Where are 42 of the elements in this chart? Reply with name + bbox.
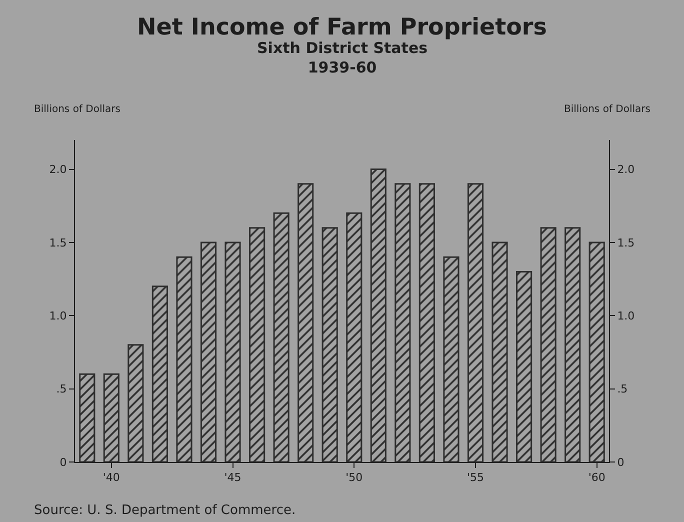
bar: [128, 344, 144, 462]
bar: [370, 168, 386, 462]
x-tick-label: '60: [588, 471, 606, 484]
x-tick-label: '55: [466, 471, 484, 484]
bar: [176, 256, 192, 462]
bar: [200, 242, 217, 462]
y2-axis-title: Billions of Dollars: [564, 104, 650, 115]
bar: [443, 256, 460, 462]
x-tick-label: '50: [346, 471, 363, 484]
bar: [273, 212, 290, 462]
y-tick-label: .5: [56, 382, 67, 396]
bar: [564, 227, 581, 462]
x-tick-label: '45: [224, 471, 242, 484]
y-tick-label: 2.0: [49, 163, 67, 176]
chart-subtitle: Sixth District States 1939-60: [257, 39, 428, 76]
bar: [152, 286, 168, 462]
bar: [394, 183, 411, 462]
y-tick-label: 1.5: [49, 236, 67, 250]
bar: [540, 227, 556, 462]
bar: [492, 242, 508, 462]
y2-tick-label: 1.5: [617, 236, 635, 250]
bar: [346, 212, 362, 462]
bar: [516, 270, 532, 462]
y-axis-title: Billions of Dollars: [34, 104, 120, 115]
bar: [79, 373, 96, 462]
bar: [224, 242, 241, 462]
bar: [103, 373, 120, 462]
chart-title: Net Income of Farm Proprietors: [137, 14, 547, 40]
y-tick-label: 0: [60, 456, 67, 469]
x-tick-label: '40: [102, 471, 120, 484]
source-note: Source: U. S. Department of Commerce.: [34, 503, 296, 518]
bar: [418, 183, 435, 462]
bar: [467, 183, 484, 462]
y2-tick-label: 1.0: [617, 309, 635, 322]
y-tick-label: 1.0: [49, 309, 67, 322]
bar: [249, 227, 266, 462]
y2-tick-label: .5: [617, 382, 628, 396]
bar: [298, 183, 314, 462]
y2-tick-label: 0: [617, 456, 624, 469]
bar: [588, 242, 605, 462]
bar: [322, 227, 338, 462]
y2-tick-label: 2.0: [617, 163, 635, 176]
